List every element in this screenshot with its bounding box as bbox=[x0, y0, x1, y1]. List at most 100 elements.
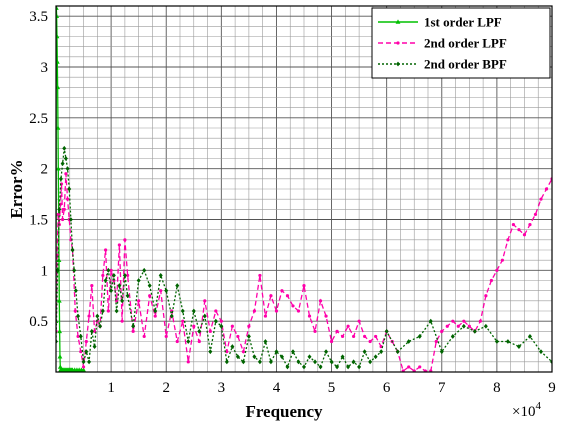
data-point bbox=[87, 314, 91, 318]
data-point bbox=[87, 359, 92, 365]
data-point bbox=[285, 364, 290, 370]
data-point bbox=[417, 334, 422, 339]
data-point bbox=[56, 212, 60, 217]
data-point bbox=[148, 294, 152, 298]
x-axis-multiplier-base: ×10 bbox=[512, 404, 535, 420]
plot-frame bbox=[55, 5, 553, 373]
data-point bbox=[302, 364, 306, 370]
data-point bbox=[62, 145, 67, 151]
data-point bbox=[335, 329, 339, 333]
data-point bbox=[495, 268, 499, 272]
data-point bbox=[406, 339, 411, 344]
data-point bbox=[340, 334, 345, 339]
data-point bbox=[236, 334, 240, 339]
data-point bbox=[65, 197, 70, 201]
data-point bbox=[219, 319, 223, 323]
data-point bbox=[351, 359, 356, 365]
data-point bbox=[257, 359, 262, 365]
data-point bbox=[73, 288, 78, 294]
data-point bbox=[307, 354, 312, 360]
data-point bbox=[280, 289, 284, 293]
data-point bbox=[324, 314, 328, 318]
x-tick-label: 7 bbox=[438, 380, 446, 396]
data-point bbox=[219, 323, 224, 329]
data-point bbox=[81, 367, 86, 372]
data-point bbox=[489, 278, 493, 283]
data-point bbox=[181, 319, 185, 323]
data-point bbox=[109, 268, 113, 272]
data-point bbox=[352, 334, 356, 339]
y-tick-label: 3.5 bbox=[29, 9, 48, 25]
data-point bbox=[65, 166, 70, 172]
data-point bbox=[106, 267, 111, 273]
data-point bbox=[313, 359, 318, 365]
data-point bbox=[285, 294, 290, 298]
data-point bbox=[423, 369, 427, 372]
legend-label: 2nd order LPF bbox=[424, 36, 507, 51]
legend-label: 2nd order BPF bbox=[424, 57, 507, 72]
data-point bbox=[63, 156, 68, 161]
data-point bbox=[274, 309, 279, 313]
series-line bbox=[56, 173, 552, 372]
x-tick-label: 6 bbox=[383, 380, 391, 396]
x-tick-label: 1 bbox=[107, 380, 115, 396]
data-point bbox=[62, 207, 66, 211]
data-point bbox=[329, 359, 334, 365]
data-point bbox=[68, 217, 73, 222]
data-point bbox=[269, 294, 273, 298]
data-point bbox=[90, 283, 94, 288]
series-3 bbox=[56, 145, 552, 370]
data-point bbox=[123, 238, 127, 242]
legend-label: 1st order LPF bbox=[424, 15, 502, 30]
data-point bbox=[506, 238, 510, 242]
data-point bbox=[197, 339, 201, 344]
data-point bbox=[125, 293, 130, 299]
data-point bbox=[291, 304, 295, 308]
data-point bbox=[56, 267, 60, 273]
data-point bbox=[137, 299, 141, 303]
tick-labels: 1 2 3 4 5 6 7 8 9 0.5 1 1.5 2 2.5 3 3.5 bbox=[29, 9, 556, 396]
data-point bbox=[214, 309, 218, 313]
data-point bbox=[104, 248, 108, 252]
data-point bbox=[445, 324, 449, 328]
data-point bbox=[384, 328, 389, 334]
y-tick-label: 0.5 bbox=[29, 314, 48, 330]
data-point bbox=[72, 267, 77, 273]
legend-marker bbox=[396, 61, 400, 67]
data-point bbox=[329, 339, 334, 344]
data-point bbox=[368, 359, 373, 365]
data-point bbox=[478, 319, 482, 323]
data-point bbox=[131, 329, 135, 333]
data-point bbox=[374, 334, 378, 339]
data-point bbox=[274, 349, 279, 355]
data-point bbox=[81, 365, 86, 369]
data-point bbox=[335, 364, 340, 370]
data-point bbox=[346, 324, 350, 328]
x-tick-label: 4 bbox=[273, 380, 281, 396]
data-point bbox=[500, 258, 504, 262]
data-point bbox=[56, 166, 61, 171]
data-point bbox=[539, 197, 543, 201]
data-point bbox=[235, 354, 240, 360]
data-point bbox=[407, 365, 411, 369]
data-point bbox=[313, 329, 317, 333]
data-point bbox=[147, 283, 152, 288]
data-point bbox=[106, 309, 110, 313]
data-point bbox=[56, 84, 61, 90]
data-point bbox=[252, 354, 257, 360]
data-point bbox=[494, 339, 499, 344]
series-1 bbox=[56, 6, 86, 372]
data-point bbox=[296, 309, 301, 313]
data-point bbox=[544, 187, 549, 191]
data-point bbox=[175, 339, 179, 344]
data-point bbox=[169, 313, 174, 319]
data-point bbox=[197, 328, 202, 334]
y-tick-label: 2.5 bbox=[29, 111, 48, 127]
data-point bbox=[120, 319, 124, 323]
data-point bbox=[142, 267, 147, 273]
data-point bbox=[225, 350, 229, 354]
data-point bbox=[505, 339, 510, 344]
data-point bbox=[78, 334, 83, 339]
y-tick-label: 2 bbox=[41, 162, 49, 178]
